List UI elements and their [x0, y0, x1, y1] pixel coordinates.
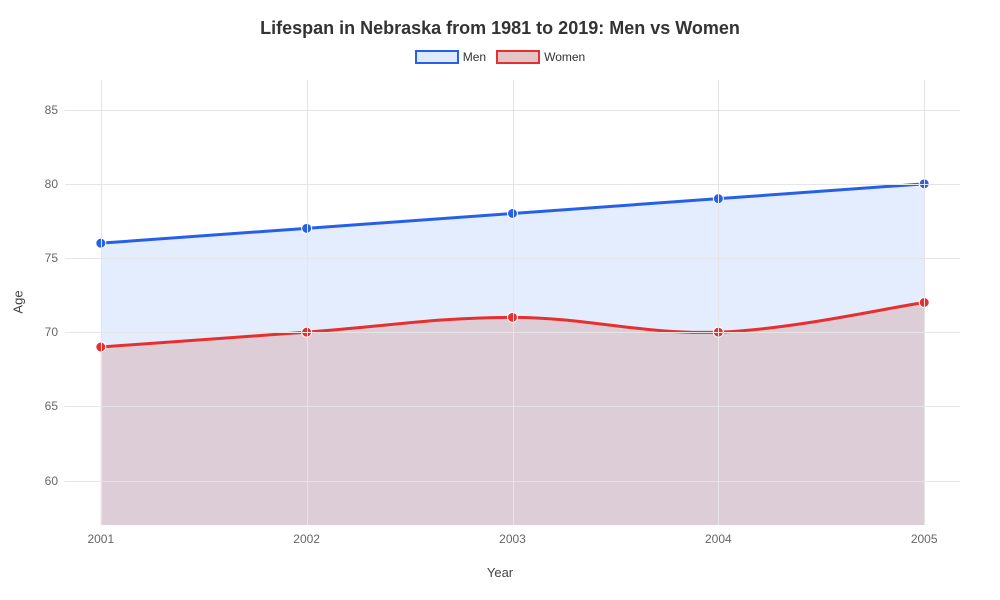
legend-item: Men: [415, 50, 486, 64]
y-tick-label: 60: [45, 474, 58, 488]
y-tick-label: 65: [45, 399, 58, 413]
x-axis-label: Year: [0, 565, 1000, 580]
legend-swatch: [415, 50, 459, 64]
x-tick-label: 2002: [293, 532, 320, 546]
x-tick-label: 2003: [499, 532, 526, 546]
legend-label: Men: [463, 50, 486, 64]
x-tick-label: 2005: [911, 532, 938, 546]
y-grid-line: [65, 332, 960, 333]
x-tick-label: 2001: [87, 532, 114, 546]
y-grid-line: [65, 406, 960, 407]
x-grid-line: [718, 80, 719, 525]
y-tick-label: 85: [45, 103, 58, 117]
plot-area: [65, 80, 960, 525]
y-tick-label: 80: [45, 177, 58, 191]
x-grid-line: [101, 80, 102, 525]
chart-legend: Men Women: [0, 50, 1000, 64]
chart-title: Lifespan in Nebraska from 1981 to 2019: …: [0, 18, 1000, 39]
y-grid-line: [65, 258, 960, 259]
x-grid-line: [924, 80, 925, 525]
y-grid-line: [65, 110, 960, 111]
y-grid-line: [65, 481, 960, 482]
x-tick-label: 2004: [705, 532, 732, 546]
legend-item: Women: [496, 50, 585, 64]
y-grid-line: [65, 184, 960, 185]
legend-swatch: [496, 50, 540, 64]
y-tick-label: 70: [45, 325, 58, 339]
x-grid-line: [307, 80, 308, 525]
x-grid-line: [513, 80, 514, 525]
legend-label: Women: [544, 50, 585, 64]
y-axis-label: Age: [11, 290, 26, 313]
lifespan-chart: Lifespan in Nebraska from 1981 to 2019: …: [0, 0, 1000, 600]
y-tick-label: 75: [45, 251, 58, 265]
